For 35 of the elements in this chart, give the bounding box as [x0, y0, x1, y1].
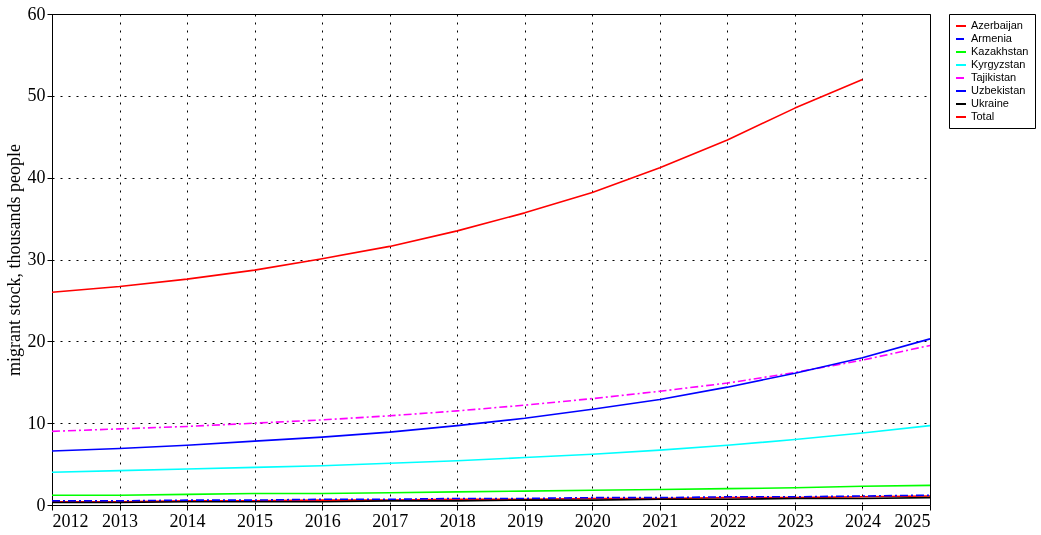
legend-label: Ukraine — [971, 97, 1009, 109]
y-tick-label: 30 — [27, 249, 46, 269]
legend-label: Kazakhstan — [971, 45, 1029, 57]
x-tick-label: 2018 — [439, 510, 476, 531]
x-tick-label: 2022 — [709, 510, 746, 531]
x-tick-label: 2015 — [237, 510, 274, 531]
legend-label: Uzbekistan — [971, 84, 1026, 96]
legend-label: Tajikistan — [971, 71, 1017, 83]
y-tick-label: 40 — [27, 167, 46, 188]
line-series — [51, 78, 864, 294]
legend-label: Total — [971, 110, 995, 122]
y-tick-label: 20 — [27, 330, 46, 351]
x-tick-label: 2025 — [894, 510, 931, 531]
line-series — [51, 338, 931, 452]
x-tick-label: 2019 — [507, 510, 544, 531]
x-tick-label: 2020 — [574, 510, 611, 531]
x-tick-label: 2024 — [844, 510, 881, 531]
y-axis-title: migrant stock, thousands people — [3, 144, 24, 376]
x-tick-label: 2023 — [777, 510, 814, 531]
legend-label: Armenia — [971, 32, 1013, 44]
legend-label: Kyrgyzstan — [971, 58, 1026, 70]
line-series — [51, 484, 931, 496]
x-tick-label: 2021 — [642, 510, 679, 531]
y-tick-label: 60 — [27, 3, 46, 24]
y-tick-label: 0 — [36, 494, 46, 515]
y-tick-label: 10 — [27, 412, 46, 433]
line-series — [51, 344, 931, 433]
x-tick-label: 2013 — [102, 510, 139, 531]
line-series — [51, 424, 931, 474]
x-tick-label: 2012 — [52, 510, 89, 531]
x-tick-label: 2014 — [169, 510, 206, 531]
legend-label: Azerbaijan — [971, 19, 1023, 31]
x-tick-label: 2016 — [304, 510, 341, 531]
y-tick-label: 50 — [27, 85, 46, 106]
x-tick-label: 2017 — [372, 510, 409, 531]
